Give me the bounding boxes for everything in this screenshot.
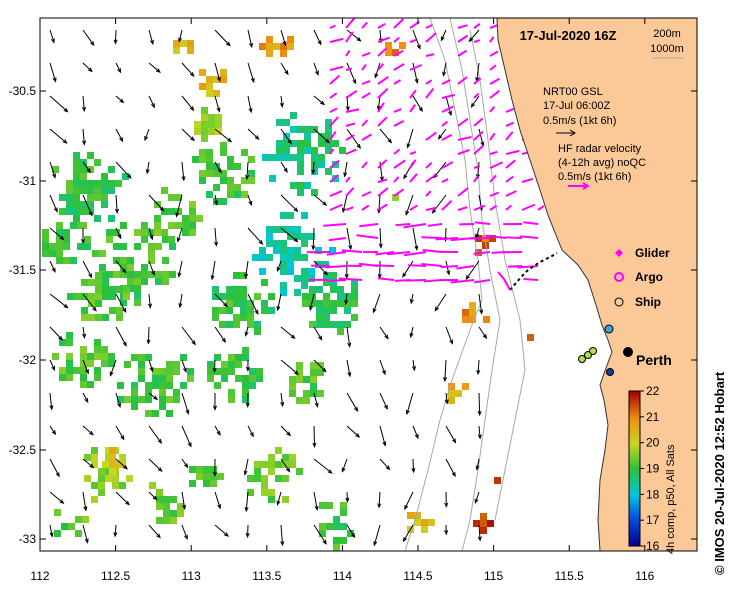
argo-legend-icon <box>614 272 624 282</box>
colorbar-tick-label: 17 <box>646 513 660 527</box>
marker-legend: Glider Argo Ship <box>614 246 670 309</box>
colorbar <box>628 390 641 547</box>
colorbar-tick-label: 18 <box>646 487 660 501</box>
lat-tick-label: -31 <box>19 174 37 188</box>
lon-tick-label: 116 <box>635 569 654 583</box>
lon-tick-label: 112 <box>30 569 49 583</box>
colorbar-tick-label: 21 <box>646 410 660 424</box>
latitude-axis: -30.5 -31 -31.5 -32 -32.5 -33 <box>9 84 697 546</box>
colorbar-title: 4h comp, p50, All Sats <box>665 444 677 554</box>
perth-label: Perth <box>636 352 672 368</box>
lat-tick-label: -32 <box>19 353 37 367</box>
depth-1000m-label: 1000m <box>650 43 684 55</box>
hf-scale-arrow <box>568 182 590 190</box>
lon-tick-label: 114 <box>333 569 352 583</box>
ship-legend-icon <box>614 297 624 307</box>
nrt-legend-title: NRT00 GSL <box>543 86 603 98</box>
nrt-legend-time: 17-Jul 06:00Z <box>543 100 611 112</box>
credit-text: © IMOS 20-Jul-2020 12:52 Hobart <box>712 371 727 575</box>
nrt-legend-scale: 0.5m/s (1kt 6h) <box>543 115 616 127</box>
land-mass <box>496 18 697 551</box>
hf-legend-line1: HF radar velocity <box>558 143 642 155</box>
colorbar-ticks: 22 21 20 19 18 17 16 <box>640 384 660 553</box>
glider-track <box>509 252 558 291</box>
lon-tick-label: 115.5 <box>555 569 584 583</box>
lon-tick-label: 113 <box>182 569 201 583</box>
lon-tick-label: 114.5 <box>403 569 432 583</box>
glider-legend-label: Glider <box>635 246 670 260</box>
glider-legend-icon <box>615 249 623 257</box>
nrt-current-vectors <box>49 29 488 547</box>
map-title: 17-Jul-2020 16Z <box>520 28 617 43</box>
lon-tick-label: 112.5 <box>101 569 130 583</box>
ship-legend-label: Ship <box>635 295 661 309</box>
lon-tick-label: 113.5 <box>252 569 281 583</box>
bathymetry-contours <box>404 18 526 551</box>
longitude-axis: 112 112.5 113 113.5 114 114.5 115 115.5 116 <box>30 18 655 583</box>
colorbar-tick-label: 20 <box>646 436 660 450</box>
sst-pixels <box>42 36 534 551</box>
nrt-scale-arrow <box>556 129 576 137</box>
lat-tick-label: -31.5 <box>9 263 37 277</box>
lat-tick-label: -32.5 <box>9 443 37 457</box>
hf-legend-scale: 0.5m/s (1kt 6h) <box>558 171 631 183</box>
colorbar-tick-label: 22 <box>646 384 660 398</box>
argo-legend-label: Argo <box>635 270 663 284</box>
hf-radar-vectors <box>306 18 545 284</box>
ship-marker <box>604 324 614 334</box>
depth-200m-label: 200m <box>653 28 681 40</box>
colorbar-tick-label: 19 <box>646 462 660 476</box>
lat-tick-label: -30.5 <box>9 84 37 98</box>
hf-legend-line2: (4-12h avg) noQC <box>558 157 646 169</box>
lon-tick-label: 115 <box>484 569 503 583</box>
perth-marker <box>623 347 633 357</box>
lat-tick-label: -33 <box>19 532 37 546</box>
colorbar-tick-label: 16 <box>646 539 660 553</box>
